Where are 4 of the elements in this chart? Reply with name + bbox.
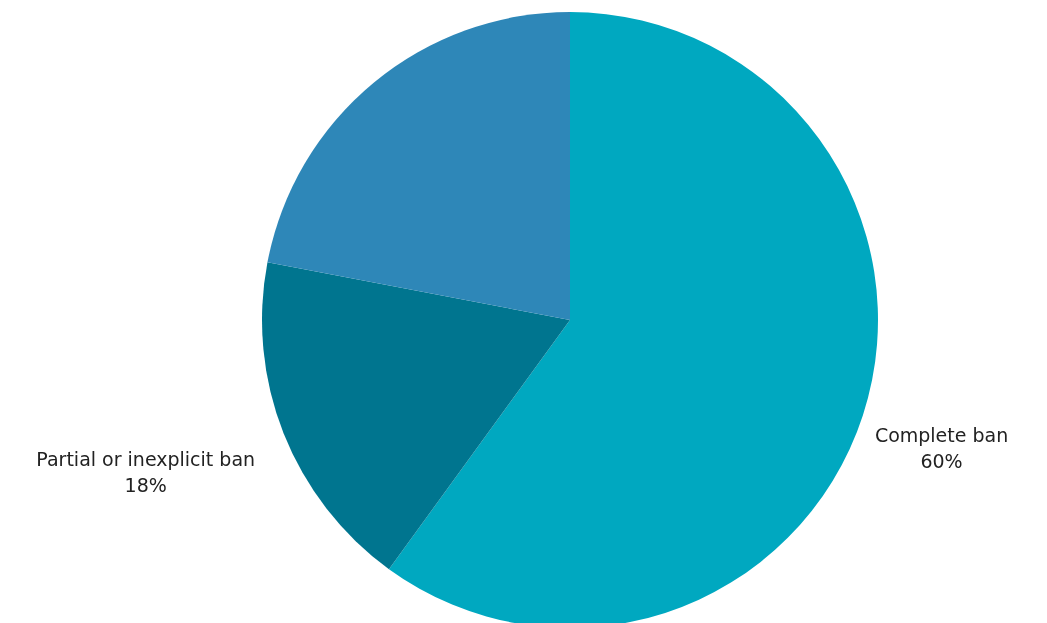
slice-label: Partial or inexplicit ban — [36, 447, 256, 470]
slice-label: Complete ban — [874, 423, 1009, 446]
data-label: 60% — [920, 450, 963, 473]
data-label: 18% — [124, 474, 167, 497]
